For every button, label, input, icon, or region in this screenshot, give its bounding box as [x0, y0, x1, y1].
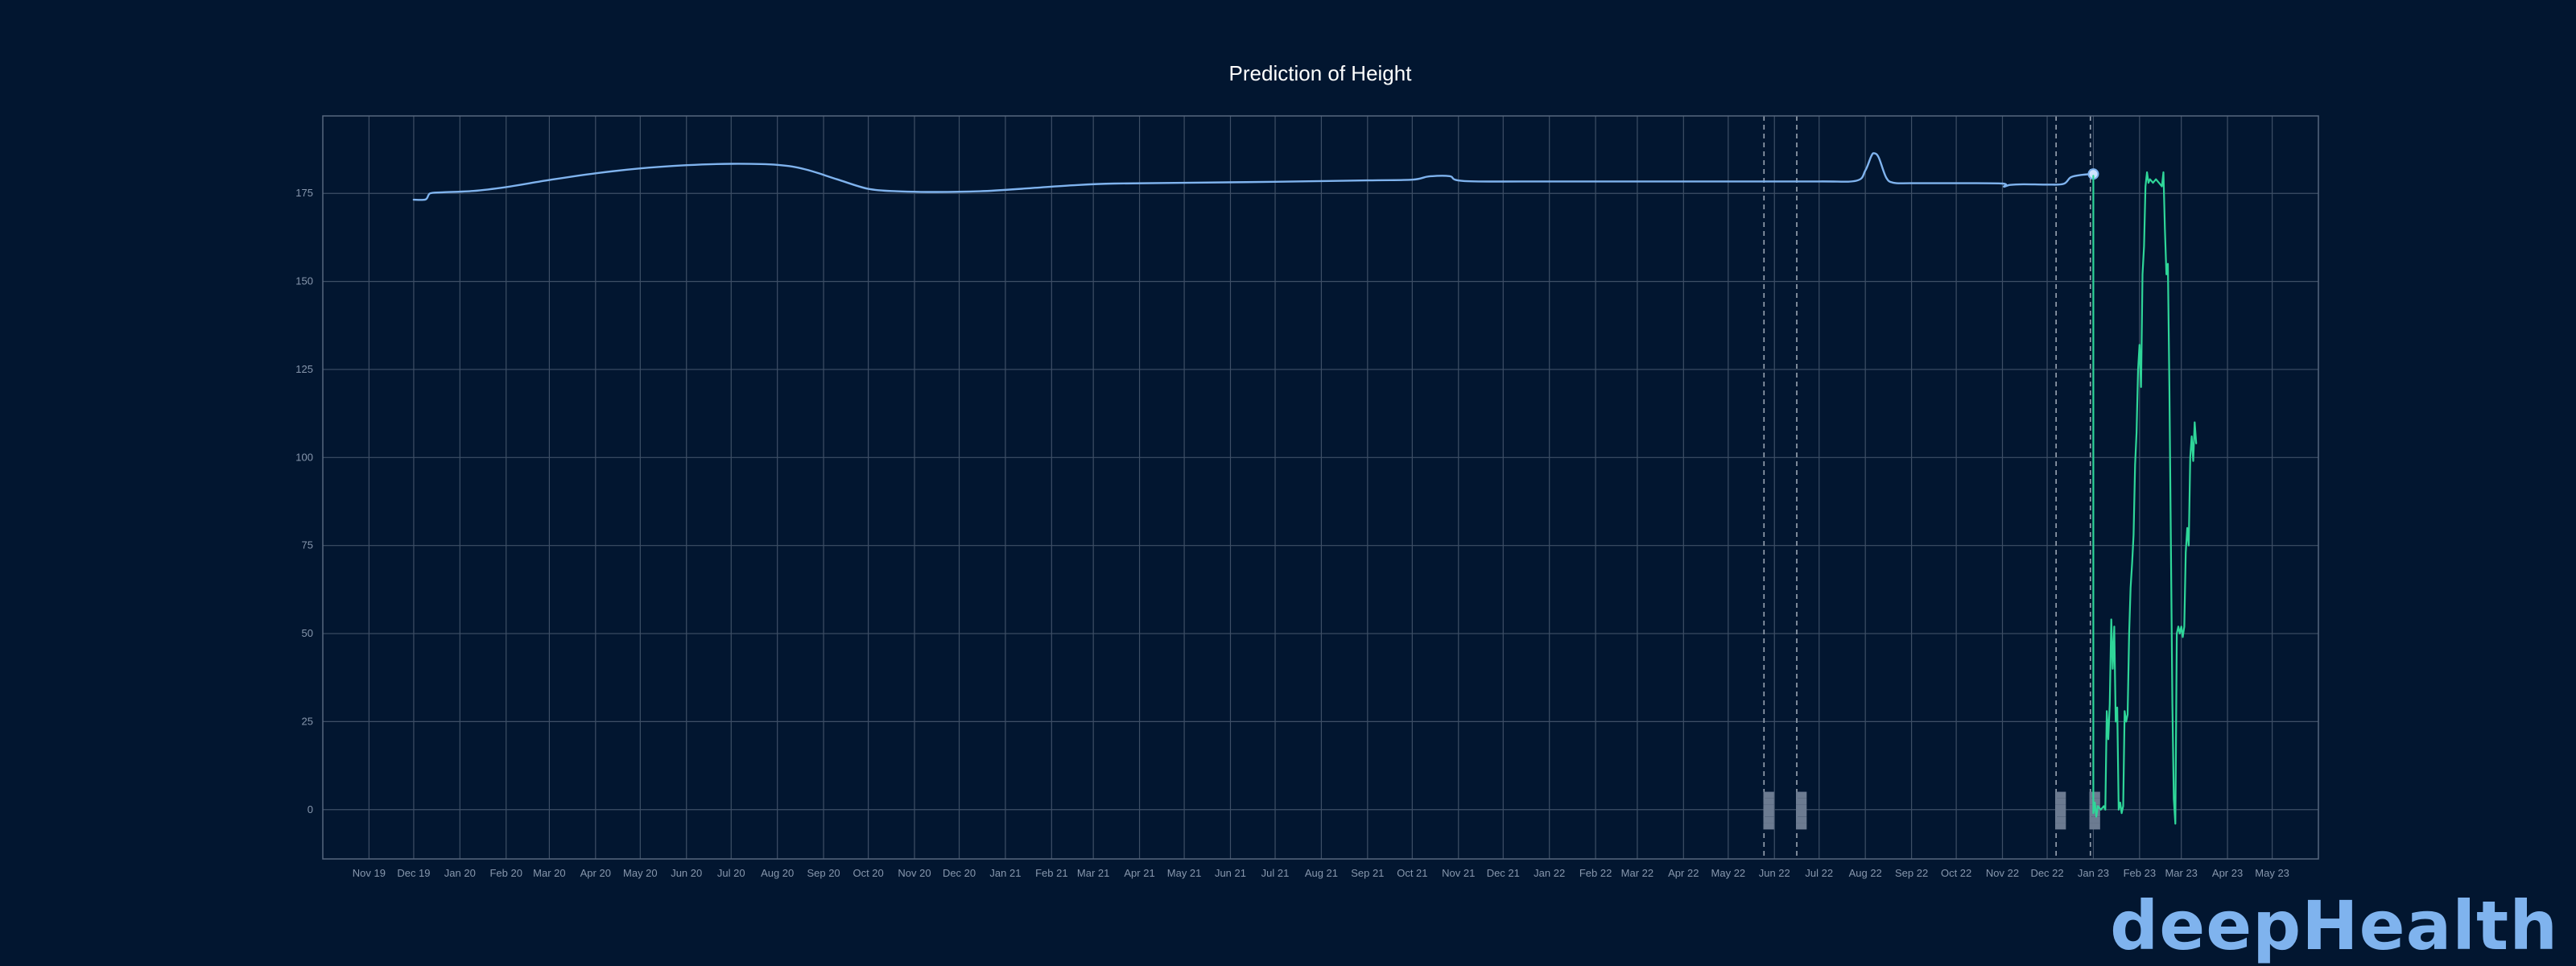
- y-tick-label: 0: [308, 803, 313, 815]
- deephealth-logo: deepHealth: [2110, 886, 2558, 965]
- x-tick-label: Jun 22: [1759, 867, 1790, 879]
- plot-frame: [322, 115, 2319, 860]
- x-tick-label: Jan 21: [989, 867, 1021, 879]
- x-tick-label: Sep 20: [807, 867, 840, 879]
- x-tick-label: Apr 21: [1124, 867, 1154, 879]
- prediction-series-line: [412, 152, 2095, 201]
- x-tick-label: Jan 23: [2078, 867, 2109, 879]
- y-tick-label: 50: [302, 627, 313, 639]
- x-tick-label: Apr 20: [580, 867, 611, 879]
- y-tick-label: 150: [295, 275, 313, 287]
- x-tick-label: Aug 21: [1305, 867, 1338, 879]
- measured-series-line: [2092, 171, 2198, 825]
- y-tick-label: 175: [295, 187, 313, 199]
- x-tick-label: Dec 21: [1487, 867, 1520, 879]
- grid: [323, 116, 2318, 859]
- x-tick-label: Nov 19: [353, 867, 386, 879]
- y-tick-label: 100: [295, 451, 313, 463]
- y-tick-label: 125: [295, 363, 313, 375]
- series: [412, 152, 2198, 825]
- x-tick-label: Sep 21: [1351, 867, 1384, 879]
- x-tick-label: Nov 21: [1442, 867, 1475, 879]
- x-tick-label: Feb 21: [1035, 867, 1067, 879]
- x-tick-label: Dec 22: [2030, 867, 2063, 879]
- x-tick-label: Dec 20: [943, 867, 976, 879]
- x-tick-label: Jul 20: [717, 867, 745, 879]
- x-tick-label: Mar 23: [2165, 867, 2197, 879]
- x-tick-label: Apr 23: [2212, 867, 2243, 879]
- x-tick-label: Oct 21: [1397, 867, 1427, 879]
- y-tick-label: 75: [302, 539, 313, 551]
- x-tick-label: Feb 20: [489, 867, 522, 879]
- event-marker-label: ██████: [2054, 791, 2066, 829]
- tick-labels: 0 25 50 75 100 125 150 175 Nov 19 Dec 19 Jan 20 Feb…: [295, 187, 2289, 879]
- x-tick-label: Aug 20: [761, 867, 794, 879]
- x-tick-label: Mar 21: [1077, 867, 1109, 879]
- x-tick-label: Oct 22: [1941, 867, 1971, 879]
- event-markers: ██████ ██████ ██████ ██████: [1762, 116, 2101, 859]
- x-tick-label: May 22: [1711, 867, 1746, 879]
- x-tick-label: Feb 23: [2124, 867, 2156, 879]
- x-tick-label: May 23: [2255, 867, 2289, 879]
- x-tick-label: Jul 21: [1261, 867, 1290, 879]
- x-tick-label: Aug 22: [1849, 867, 1882, 879]
- x-tick-label: Jan 20: [444, 867, 476, 879]
- x-tick-label: Mar 20: [533, 867, 565, 879]
- x-tick-label: Feb 22: [1579, 867, 1612, 879]
- event-marker-label: ██████: [1762, 791, 1774, 829]
- x-tick-label: Jun 20: [671, 867, 702, 879]
- y-tick-label: 25: [302, 715, 313, 727]
- event-marker-label: ██████: [1795, 791, 1807, 829]
- x-tick-label: Jan 22: [1534, 867, 1565, 879]
- x-tick-label: Nov 22: [1986, 867, 2019, 879]
- x-tick-label: Mar 22: [1621, 867, 1653, 879]
- x-tick-label: Nov 20: [898, 867, 931, 879]
- x-tick-label: May 20: [623, 867, 658, 879]
- chart-title: Prediction of Height: [1229, 61, 1413, 85]
- x-tick-label: Sep 22: [1895, 867, 1928, 879]
- x-tick-label: Oct 20: [852, 867, 883, 879]
- x-tick-label: Jul 22: [1805, 867, 1833, 879]
- x-tick-label: Apr 22: [1668, 867, 1699, 879]
- x-tick-label: May 21: [1167, 867, 1202, 879]
- x-tick-label: Dec 19: [397, 867, 430, 879]
- x-tick-label: Jun 21: [1215, 867, 1246, 879]
